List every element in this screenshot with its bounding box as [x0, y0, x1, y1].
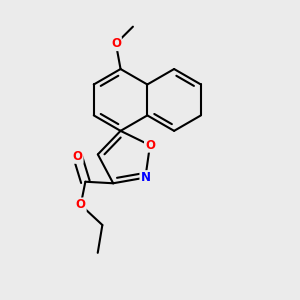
Text: O: O	[145, 139, 155, 152]
Text: O: O	[76, 198, 86, 212]
Text: O: O	[73, 150, 82, 163]
Text: N: N	[140, 171, 150, 184]
Text: O: O	[111, 37, 121, 50]
